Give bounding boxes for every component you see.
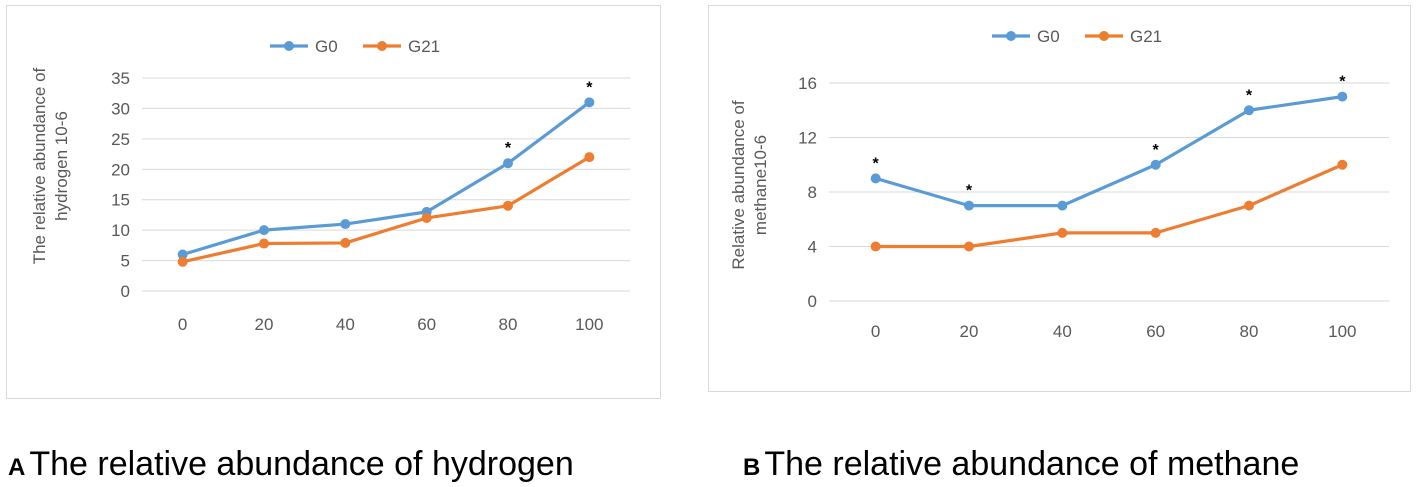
data-point-g0-20 [964,200,974,211]
data-point-g0-100 [1337,91,1348,102]
x-tick-label-40: 40 [336,315,355,334]
x-tick-label-100: 100 [575,315,603,334]
significance-star-0: * [873,155,880,172]
y-axis-title: The relative abundance of hydrogen 10-6 [30,67,71,264]
legend-label-g21: G21 [408,37,440,56]
series-line-g21 [875,163,1343,249]
data-point-g21-80 [1244,200,1254,211]
y-axis-title-line: methane10-6 [751,135,770,235]
series-line-g0 [875,95,1343,208]
legend-marker-g0 [1006,31,1016,41]
data-point-g21-80 [503,200,513,211]
data-point-g0-40 [1057,200,1068,211]
data-point-g21-20 [259,238,269,249]
panel-label-b: B [743,454,761,481]
y-tick-label-15: 15 [111,191,130,210]
data-point-g0-80 [503,158,513,169]
y-tick-label-0: 0 [121,282,130,301]
x-tick-label-0: 0 [871,322,880,341]
data-point-g0-20 [259,225,269,236]
chart-panel-methane: 0 4 8 12 16 0 20 40 60 80 100 Relative abundance of… [708,5,1411,392]
caption-hydrogen: A The relative abundance of hydrogen [8,445,574,484]
data-point-g21-40 [340,237,351,248]
data-point-g0-80 [1244,105,1254,116]
significance-star-80: * [505,140,512,157]
data-point-g0-0 [870,173,881,184]
y-tick-label-0: 0 [808,292,817,311]
series-line-g0 [182,101,591,257]
y-tick-label-35: 35 [111,69,130,88]
y-tick-label-25: 25 [111,130,130,149]
series-line-g21 [182,155,591,264]
x-tick-label-40: 40 [1053,322,1072,341]
legend-label-g0: G0 [1037,27,1060,46]
data-point-g21-40 [1057,227,1068,238]
x-tick-label-20: 20 [255,315,274,334]
data-point-g21-0 [177,256,188,267]
data-point-g21-0 [870,241,881,252]
caption-text-methane: The relative abundance of methane [764,445,1300,483]
hydrogen-line-chart: 0 5 10 15 20 25 30 35 0 20 40 60 80 100 The relative a… [30,37,630,334]
data-point-g21-100 [1337,159,1348,170]
caption-methane: B The relative abundance of methane [743,445,1299,484]
caption-text-hydrogen: The relative abundance of hydrogen [29,445,574,483]
data-point-g0-60 [1150,159,1161,170]
chart-panel-hydrogen: 0 5 10 15 20 25 30 35 0 20 40 60 80 100 The relative a… [6,5,661,399]
x-tick-label-80: 80 [499,315,518,334]
y-axis-title: Relative abundance of methane10-6 [729,100,770,269]
y-tick-label-8: 8 [808,183,817,202]
data-point-g21-20 [964,241,974,252]
y-axis-title-line: Relative abundance of [729,100,748,269]
significance-star-80: * [1246,87,1253,104]
data-point-g21-60 [1150,227,1161,238]
y-tick-label-5: 5 [121,252,130,271]
significance-star-100: * [1339,74,1346,91]
y-tick-label-12: 12 [798,129,817,148]
x-tick-label-60: 60 [1146,322,1165,341]
y-axis-title-line: The relative abundance of [30,67,49,264]
y-axis-title-line: hydrogen 10-6 [52,111,71,221]
x-tick-label-100: 100 [1328,322,1356,341]
x-tick-label-0: 0 [178,315,187,334]
y-tick-label-20: 20 [111,160,130,179]
data-point-g0-0 [177,249,188,260]
legend-label-g21: G21 [1130,27,1162,46]
y-tick-label-10: 10 [111,221,130,240]
y-tick-label-4: 4 [808,238,817,257]
x-tick-label-20: 20 [960,322,979,341]
legend-marker-g0 [284,41,294,51]
significance-star-60: * [1153,142,1160,159]
legend-marker-g21 [377,41,387,51]
significance-star-100: * [586,79,593,96]
x-tick-label-60: 60 [417,315,436,334]
data-point-g0-100 [584,97,595,108]
significance-star-20: * [966,183,973,200]
y-tick-label-30: 30 [111,99,130,118]
y-tick-label-16: 16 [798,74,817,93]
legend-label-g0: G0 [315,37,338,56]
legend-marker-g21 [1099,31,1109,41]
x-tick-label-80: 80 [1240,322,1259,341]
data-point-g0-40 [340,219,351,230]
panel-label-a: A [8,454,26,481]
methane-line-chart: 0 4 8 12 16 0 20 40 60 80 100 Relative abundance of… [729,27,1389,341]
data-point-g21-100 [584,152,595,163]
data-point-g21-60 [421,212,432,223]
